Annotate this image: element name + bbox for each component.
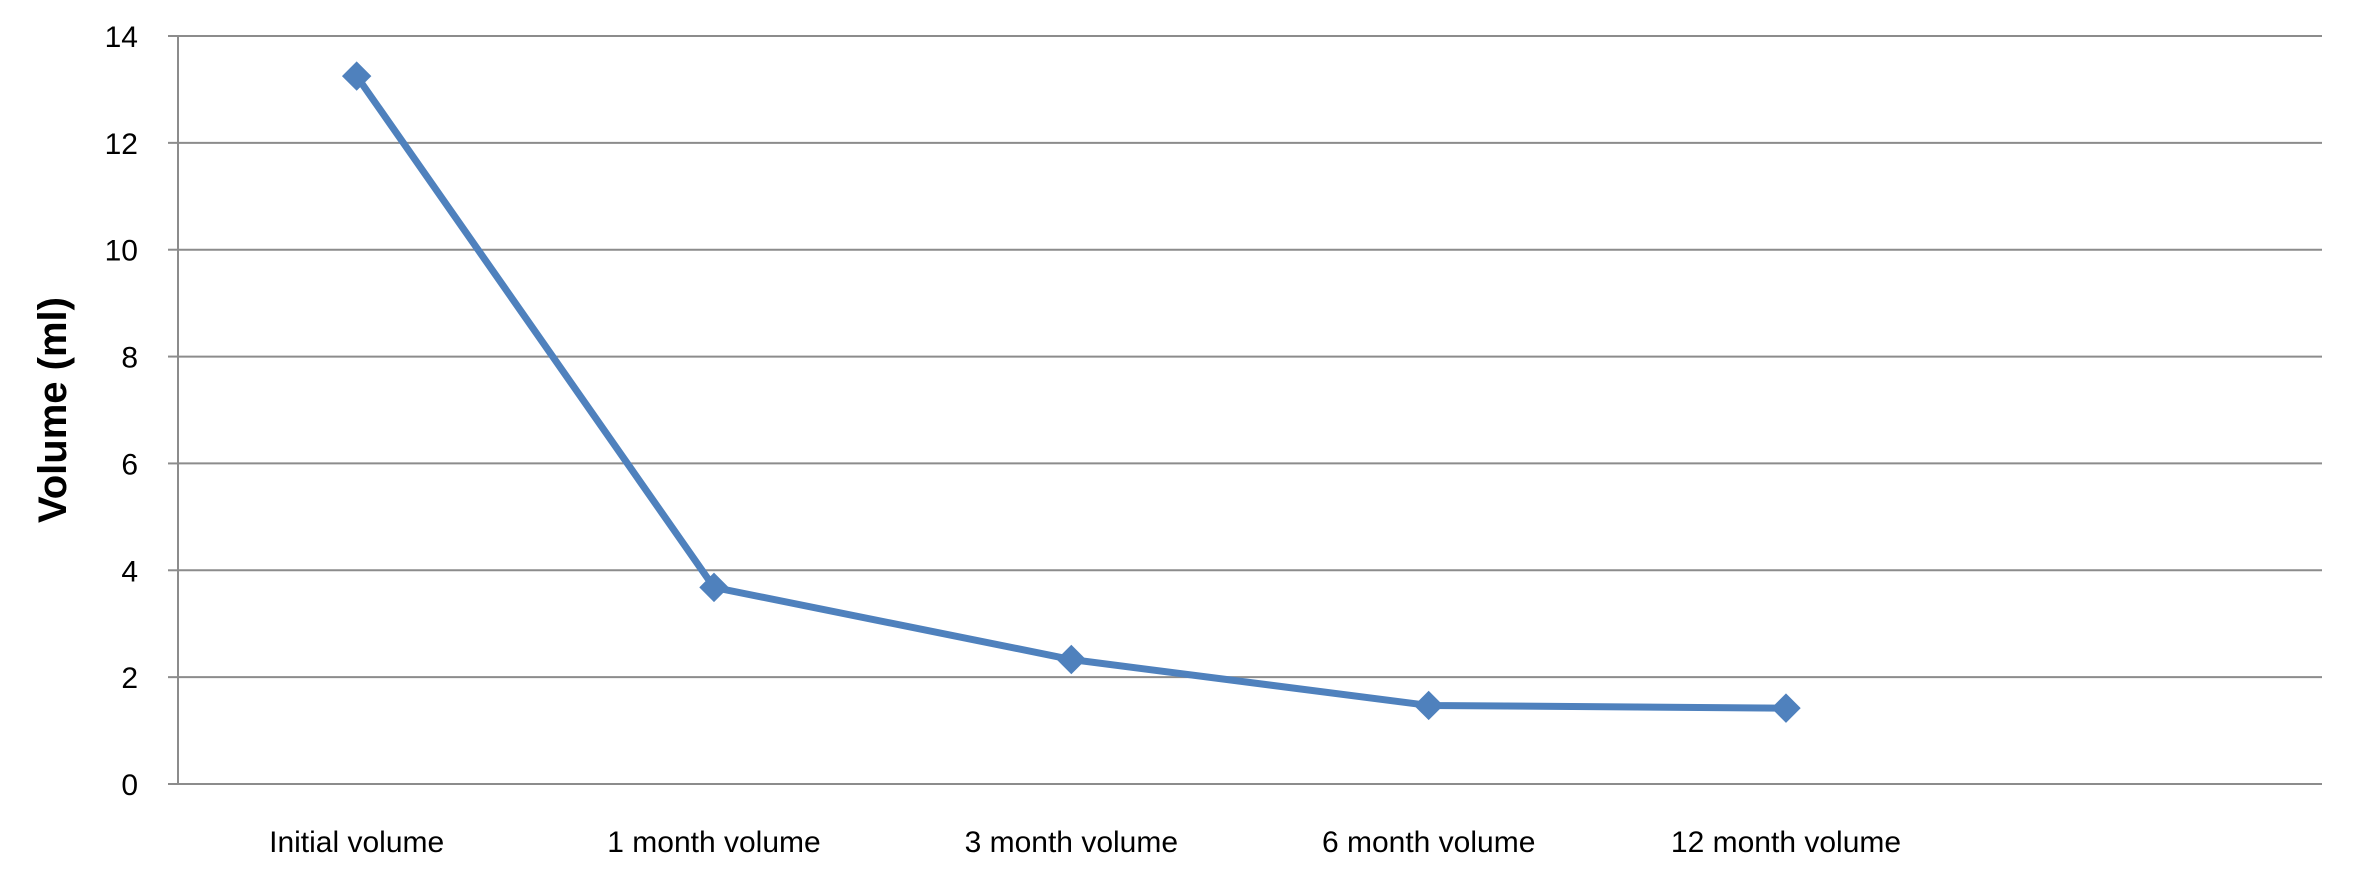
x-tick-labels: Initial volume 1 month volume 3 month volu…	[269, 826, 1901, 859]
y-tick-label: 8	[121, 342, 138, 375]
y-axis-title: Volume (ml)	[31, 297, 75, 523]
x-tick-label: 6 month volume	[1322, 826, 1535, 859]
series-group	[341, 61, 1801, 723]
x-tick-label: Initial volume	[269, 826, 444, 859]
y-tick-label: 12	[105, 128, 138, 161]
data-point-marker	[1413, 690, 1444, 721]
y-tick-label: 6	[121, 448, 138, 481]
data-point-marker	[699, 572, 729, 603]
x-tick-label: 3 month volume	[965, 826, 1178, 859]
series-line	[353, 72, 1790, 712]
y-tick-label: 4	[121, 555, 138, 588]
y-tick-label: 10	[105, 235, 138, 268]
data-point-marker	[1056, 644, 1087, 675]
y-tick-labels: 0 2 4 6 8 10 12 14	[105, 21, 138, 802]
data-point-marker	[1771, 693, 1801, 723]
gridlines	[178, 35, 2322, 679]
y-tick-label: 14	[105, 21, 138, 54]
x-tick-label: 1 month volume	[607, 826, 820, 859]
axes	[168, 35, 2322, 785]
data-point-marker	[341, 61, 372, 91]
x-tick-label: 12 month volume	[1671, 826, 1901, 859]
y-tick-label: 2	[121, 662, 138, 695]
y-tick-label: 0	[121, 769, 138, 802]
